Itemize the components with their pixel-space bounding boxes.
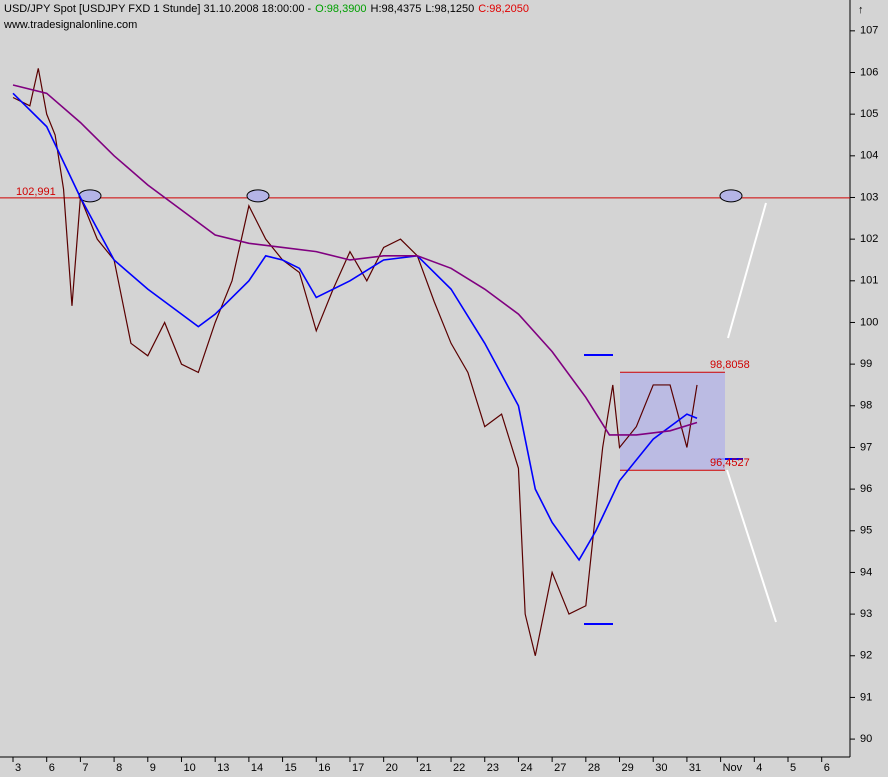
x-tick-label: 3 — [15, 762, 21, 774]
y-tick-label: 100 — [860, 316, 878, 328]
series-line — [12, 84, 698, 436]
y-tick-label: 95 — [860, 525, 872, 537]
x-tick-label: 6 — [824, 762, 830, 774]
level-marker-ellipse — [719, 189, 743, 203]
projection-line — [726, 469, 777, 623]
level-label: 102,991 — [16, 186, 56, 198]
y-tick-label: 93 — [860, 608, 872, 620]
x-tick-label: 5 — [790, 762, 796, 774]
y-tick-label: 106 — [860, 66, 878, 78]
x-tick-label: 31 — [689, 762, 701, 774]
y-tick-label: 92 — [860, 650, 872, 662]
header-open: O:98,3900 — [315, 3, 366, 15]
x-tick-label: 10 — [183, 762, 195, 774]
x-tick-label: 24 — [520, 762, 532, 774]
range-bottom-label: 96,4527 — [710, 457, 750, 469]
series-line — [12, 68, 698, 656]
scroll-arrow[interactable]: ↑ — [858, 4, 864, 16]
y-tick-label: 99 — [860, 358, 872, 370]
x-tick-label: Nov — [723, 762, 743, 774]
x-tick-label: 4 — [756, 762, 762, 774]
x-tick-label: 14 — [251, 762, 263, 774]
x-tick-label: 9 — [150, 762, 156, 774]
x-tick-label: 6 — [49, 762, 55, 774]
x-tick-label: 23 — [487, 762, 499, 774]
y-tick-label: 105 — [860, 108, 878, 120]
series-line — [12, 92, 698, 562]
header-low: L:98,1250 — [425, 3, 474, 15]
x-tick-label: 29 — [622, 762, 634, 774]
x-tick-label: 15 — [285, 762, 297, 774]
x-tick-label: 22 — [453, 762, 465, 774]
y-tick-label: 104 — [860, 150, 878, 162]
y-tick-label: 90 — [860, 733, 872, 745]
projection-line — [727, 202, 767, 339]
x-tick-label: 13 — [217, 762, 229, 774]
range-top-label: 98,8058 — [710, 359, 750, 371]
header-source: www.tradesignalonline.com — [3, 19, 137, 31]
x-tick-label: 8 — [116, 762, 122, 774]
x-tick-label: 7 — [82, 762, 88, 774]
y-tick-label: 101 — [860, 275, 878, 287]
y-tick-label: 96 — [860, 483, 872, 495]
y-tick-label: 91 — [860, 691, 872, 703]
range-box — [620, 372, 725, 471]
x-tick-label: 16 — [318, 762, 330, 774]
x-tick-label: 20 — [386, 762, 398, 774]
y-tick-label: 102 — [860, 233, 878, 245]
x-tick-label: 30 — [655, 762, 667, 774]
header-symbol: USD/JPY Spot [USDJPY FXD 1 Stunde] 31.10… — [4, 3, 311, 15]
header-values: O:98,3900 H:98,4375 L:98,1250 C:98,2050 — [315, 3, 529, 15]
y-tick-label: 94 — [860, 566, 872, 578]
y-tick-label: 98 — [860, 400, 872, 412]
y-tick-label: 103 — [860, 191, 878, 203]
y-tick-label: 97 — [860, 441, 872, 453]
y-tick-label: 107 — [860, 25, 878, 37]
x-tick-label: 28 — [588, 762, 600, 774]
x-tick-label: 21 — [419, 762, 431, 774]
header-high: H:98,4375 — [371, 3, 422, 15]
header-close: C:98,2050 — [478, 3, 529, 15]
level-marker-ellipse — [246, 189, 270, 203]
x-tick-label: 27 — [554, 762, 566, 774]
x-tick-label: 17 — [352, 762, 364, 774]
